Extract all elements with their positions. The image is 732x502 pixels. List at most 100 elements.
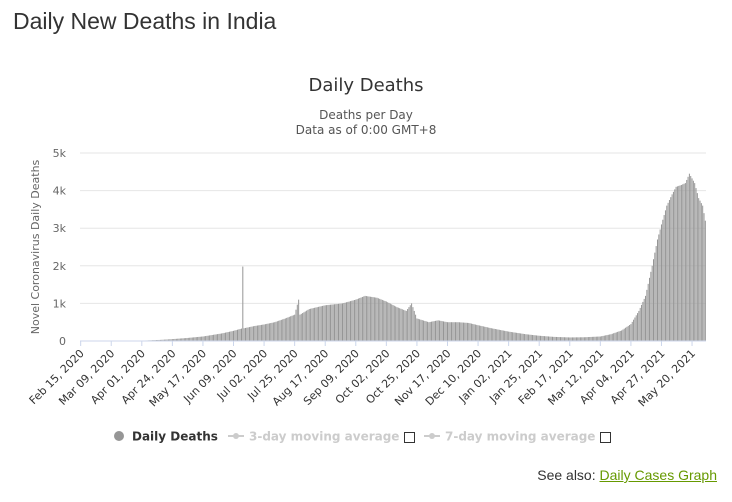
bar <box>158 339 160 341</box>
bar <box>686 179 688 341</box>
bar <box>187 337 189 341</box>
bar <box>215 334 217 341</box>
bar <box>404 310 406 341</box>
bar <box>345 302 347 341</box>
bar <box>221 333 223 341</box>
bar <box>225 332 227 341</box>
bar <box>671 194 673 341</box>
3-day-average-checkbox[interactable] <box>404 432 415 443</box>
bar <box>234 330 236 341</box>
bar <box>653 259 654 341</box>
bar <box>214 334 216 341</box>
bar <box>250 326 252 341</box>
bar <box>399 308 401 341</box>
bar <box>530 334 532 341</box>
y-tick-label: 4k <box>53 185 67 198</box>
bar <box>617 331 619 341</box>
bar <box>486 327 488 341</box>
bar <box>213 334 215 341</box>
bar <box>324 305 326 341</box>
bar <box>674 189 676 341</box>
bar <box>631 321 633 341</box>
bar <box>504 330 506 341</box>
bar <box>498 329 500 341</box>
bar <box>666 205 668 341</box>
bar <box>464 322 466 341</box>
bar <box>260 324 262 341</box>
bar <box>254 325 256 341</box>
bar <box>223 332 225 341</box>
bar <box>283 318 285 341</box>
bar <box>279 320 281 341</box>
bar <box>567 337 569 341</box>
bar <box>683 183 685 341</box>
bar <box>315 307 317 341</box>
bar <box>371 296 373 341</box>
bar <box>672 191 674 341</box>
bar <box>513 332 515 341</box>
bar <box>492 328 494 341</box>
bar <box>469 323 471 341</box>
legend-label-3-day: 3-day moving average <box>249 430 399 444</box>
bar <box>668 200 670 341</box>
legend-item-3-day-average[interactable]: 3-day moving average <box>228 430 399 444</box>
bar <box>372 297 374 341</box>
bar <box>594 336 596 341</box>
bar <box>307 309 309 341</box>
bar <box>436 320 438 341</box>
grid-lines <box>80 152 706 304</box>
bar <box>368 296 370 341</box>
bar <box>173 339 175 341</box>
bar <box>181 338 183 341</box>
bar <box>258 325 260 341</box>
bar <box>433 321 435 341</box>
legend-item-daily-deaths[interactable]: Daily Deaths <box>114 430 218 444</box>
bar <box>340 303 342 341</box>
bar <box>590 336 592 341</box>
bar <box>489 327 491 341</box>
daily-deaths-chart: Daily Deaths Deaths per Day Data as of 0… <box>27 75 706 444</box>
legend-label-daily-deaths: Daily Deaths <box>132 430 218 444</box>
bar <box>312 308 314 341</box>
bar <box>401 309 403 341</box>
bar <box>424 320 426 341</box>
bar <box>193 337 195 341</box>
bar <box>460 322 462 341</box>
bar <box>202 336 204 341</box>
bar <box>490 328 492 341</box>
bar <box>585 337 587 341</box>
bar <box>587 337 589 341</box>
bar <box>203 336 205 341</box>
bar <box>573 337 575 341</box>
bar <box>597 336 599 341</box>
bar <box>441 321 443 341</box>
bar <box>482 326 484 341</box>
bar <box>274 322 276 341</box>
legend-label-7-day: 7-day moving average <box>445 430 595 444</box>
bar <box>363 296 365 341</box>
7-day-average-checkbox[interactable] <box>600 432 611 443</box>
bar <box>194 337 196 341</box>
daily-cases-graph-link[interactable]: Daily Cases Graph <box>599 467 718 483</box>
bar <box>300 313 302 341</box>
legend-item-7-day-average[interactable]: 7-day moving average <box>424 430 595 444</box>
bar <box>389 303 391 341</box>
bar <box>407 309 409 341</box>
bar <box>294 314 296 341</box>
bar <box>582 337 584 341</box>
bar <box>477 325 479 341</box>
bar <box>454 322 456 341</box>
bar <box>351 300 353 341</box>
bar <box>268 323 270 341</box>
chart-title: Daily Deaths <box>308 75 423 96</box>
bar <box>607 334 609 341</box>
bar <box>385 301 387 341</box>
bar <box>462 322 464 341</box>
bar <box>226 332 228 341</box>
bar <box>461 322 463 341</box>
bar <box>621 330 623 341</box>
bar <box>529 334 531 341</box>
bar <box>603 335 605 341</box>
bar <box>162 339 164 341</box>
bar <box>667 202 669 341</box>
